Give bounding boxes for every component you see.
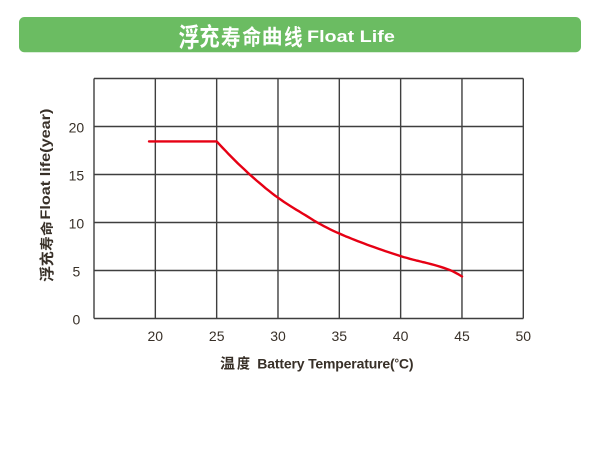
svg-text:20: 20 [148,328,164,344]
svg-text:30: 30 [270,328,286,344]
svg-text:5: 5 [73,263,81,279]
svg-text:50: 50 [516,328,532,344]
svg-text:Float Life: Float Life [307,28,395,46]
svg-text:Battery Temperature(°C): Battery Temperature(°C) [257,356,413,372]
svg-text:45: 45 [454,328,470,344]
svg-text:Float life(year): Float life(year) [37,109,53,220]
svg-text:0: 0 [73,311,81,327]
svg-text:20: 20 [69,119,85,135]
svg-text:25: 25 [209,328,225,344]
svg-text:15: 15 [69,167,85,183]
svg-text:40: 40 [393,328,409,344]
svg-text:10: 10 [69,215,85,231]
svg-text:35: 35 [332,328,348,344]
